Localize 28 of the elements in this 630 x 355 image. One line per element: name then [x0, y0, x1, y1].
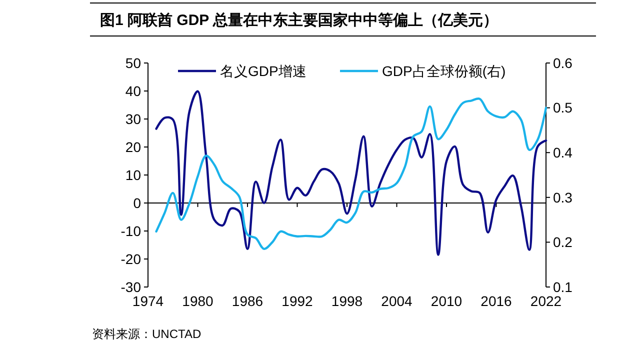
y-tick-label: 0 [133, 194, 142, 211]
x-tick-label: 2016 [480, 293, 512, 309]
chart-title: 图1 阿联酋 GDP 总量在中东主要国家中中等偏上（亿美元） [100, 11, 498, 29]
legend-label: GDP占全球份额(右) [382, 62, 506, 79]
y2-tick-label: 0.2 [553, 234, 573, 250]
x-tick-label: 1974 [132, 293, 164, 309]
y-tick-label: 50 [125, 54, 142, 71]
y-tick-label: 30 [125, 110, 142, 127]
x-tick-label: 1992 [282, 293, 314, 309]
text: 资料来源：UNCTAD [92, 327, 202, 341]
y2-tick-label: 0.1 [553, 278, 573, 295]
y2-tick-label: 0.3 [553, 189, 573, 206]
x-tick-label: 1998 [331, 293, 363, 309]
y2-tick-label: 0.5 [553, 100, 573, 116]
x-tick-label: 2004 [381, 293, 413, 309]
y-tick-label: -10 [120, 222, 142, 239]
x-tick-label: 2010 [430, 293, 462, 309]
y-tick-label: 20 [125, 138, 142, 155]
x-tick-label: 1980 [182, 293, 214, 309]
y-tick-label: -30 [120, 278, 142, 295]
legend-label: 名义GDP增速 [220, 62, 306, 79]
y-tick-label: 40 [125, 82, 142, 99]
y2-tick-label: 0.6 [553, 54, 573, 71]
y-tick-label: 10 [125, 166, 142, 183]
y2-tick-label: 0.4 [553, 144, 573, 160]
y-tick-label: -20 [120, 250, 142, 267]
x-tick-label: 1986 [232, 293, 264, 309]
x-tick-label: 2022 [530, 293, 562, 309]
